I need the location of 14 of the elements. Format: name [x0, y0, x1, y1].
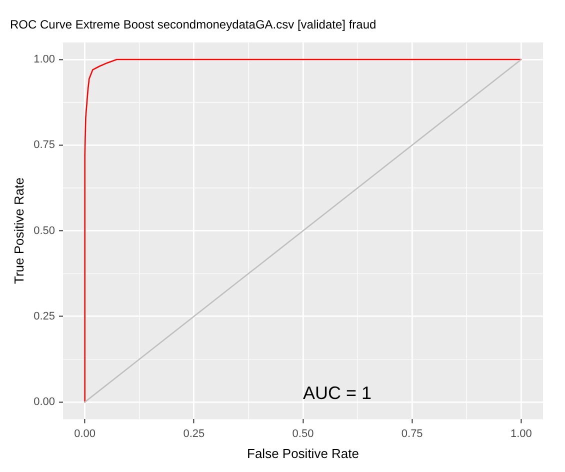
annotation: AUC = 1 [303, 383, 372, 404]
chart-title: ROC Curve Extreme Boost secondmoneydataGA.csv [validate] fraud [10, 18, 376, 32]
y-tick-label: 0.50 [34, 224, 56, 237]
x-tick-label: 0.50 [292, 428, 314, 440]
x-tick-label: 0.25 [183, 428, 205, 440]
y-tick-label: 0.00 [34, 396, 56, 408]
x-tick-label: 1.00 [510, 428, 532, 440]
x-axis-title: False Positive Rate [247, 446, 360, 461]
y-tick-label: 0.75 [34, 139, 56, 152]
x-tick-label: 0.75 [401, 428, 423, 440]
y-tick-label: 1.00 [34, 54, 56, 66]
y-tick-label: 0.25 [34, 310, 56, 322]
y-axis-title: True Positive Rate [11, 178, 26, 284]
x-tick-label: 0.00 [74, 428, 96, 440]
